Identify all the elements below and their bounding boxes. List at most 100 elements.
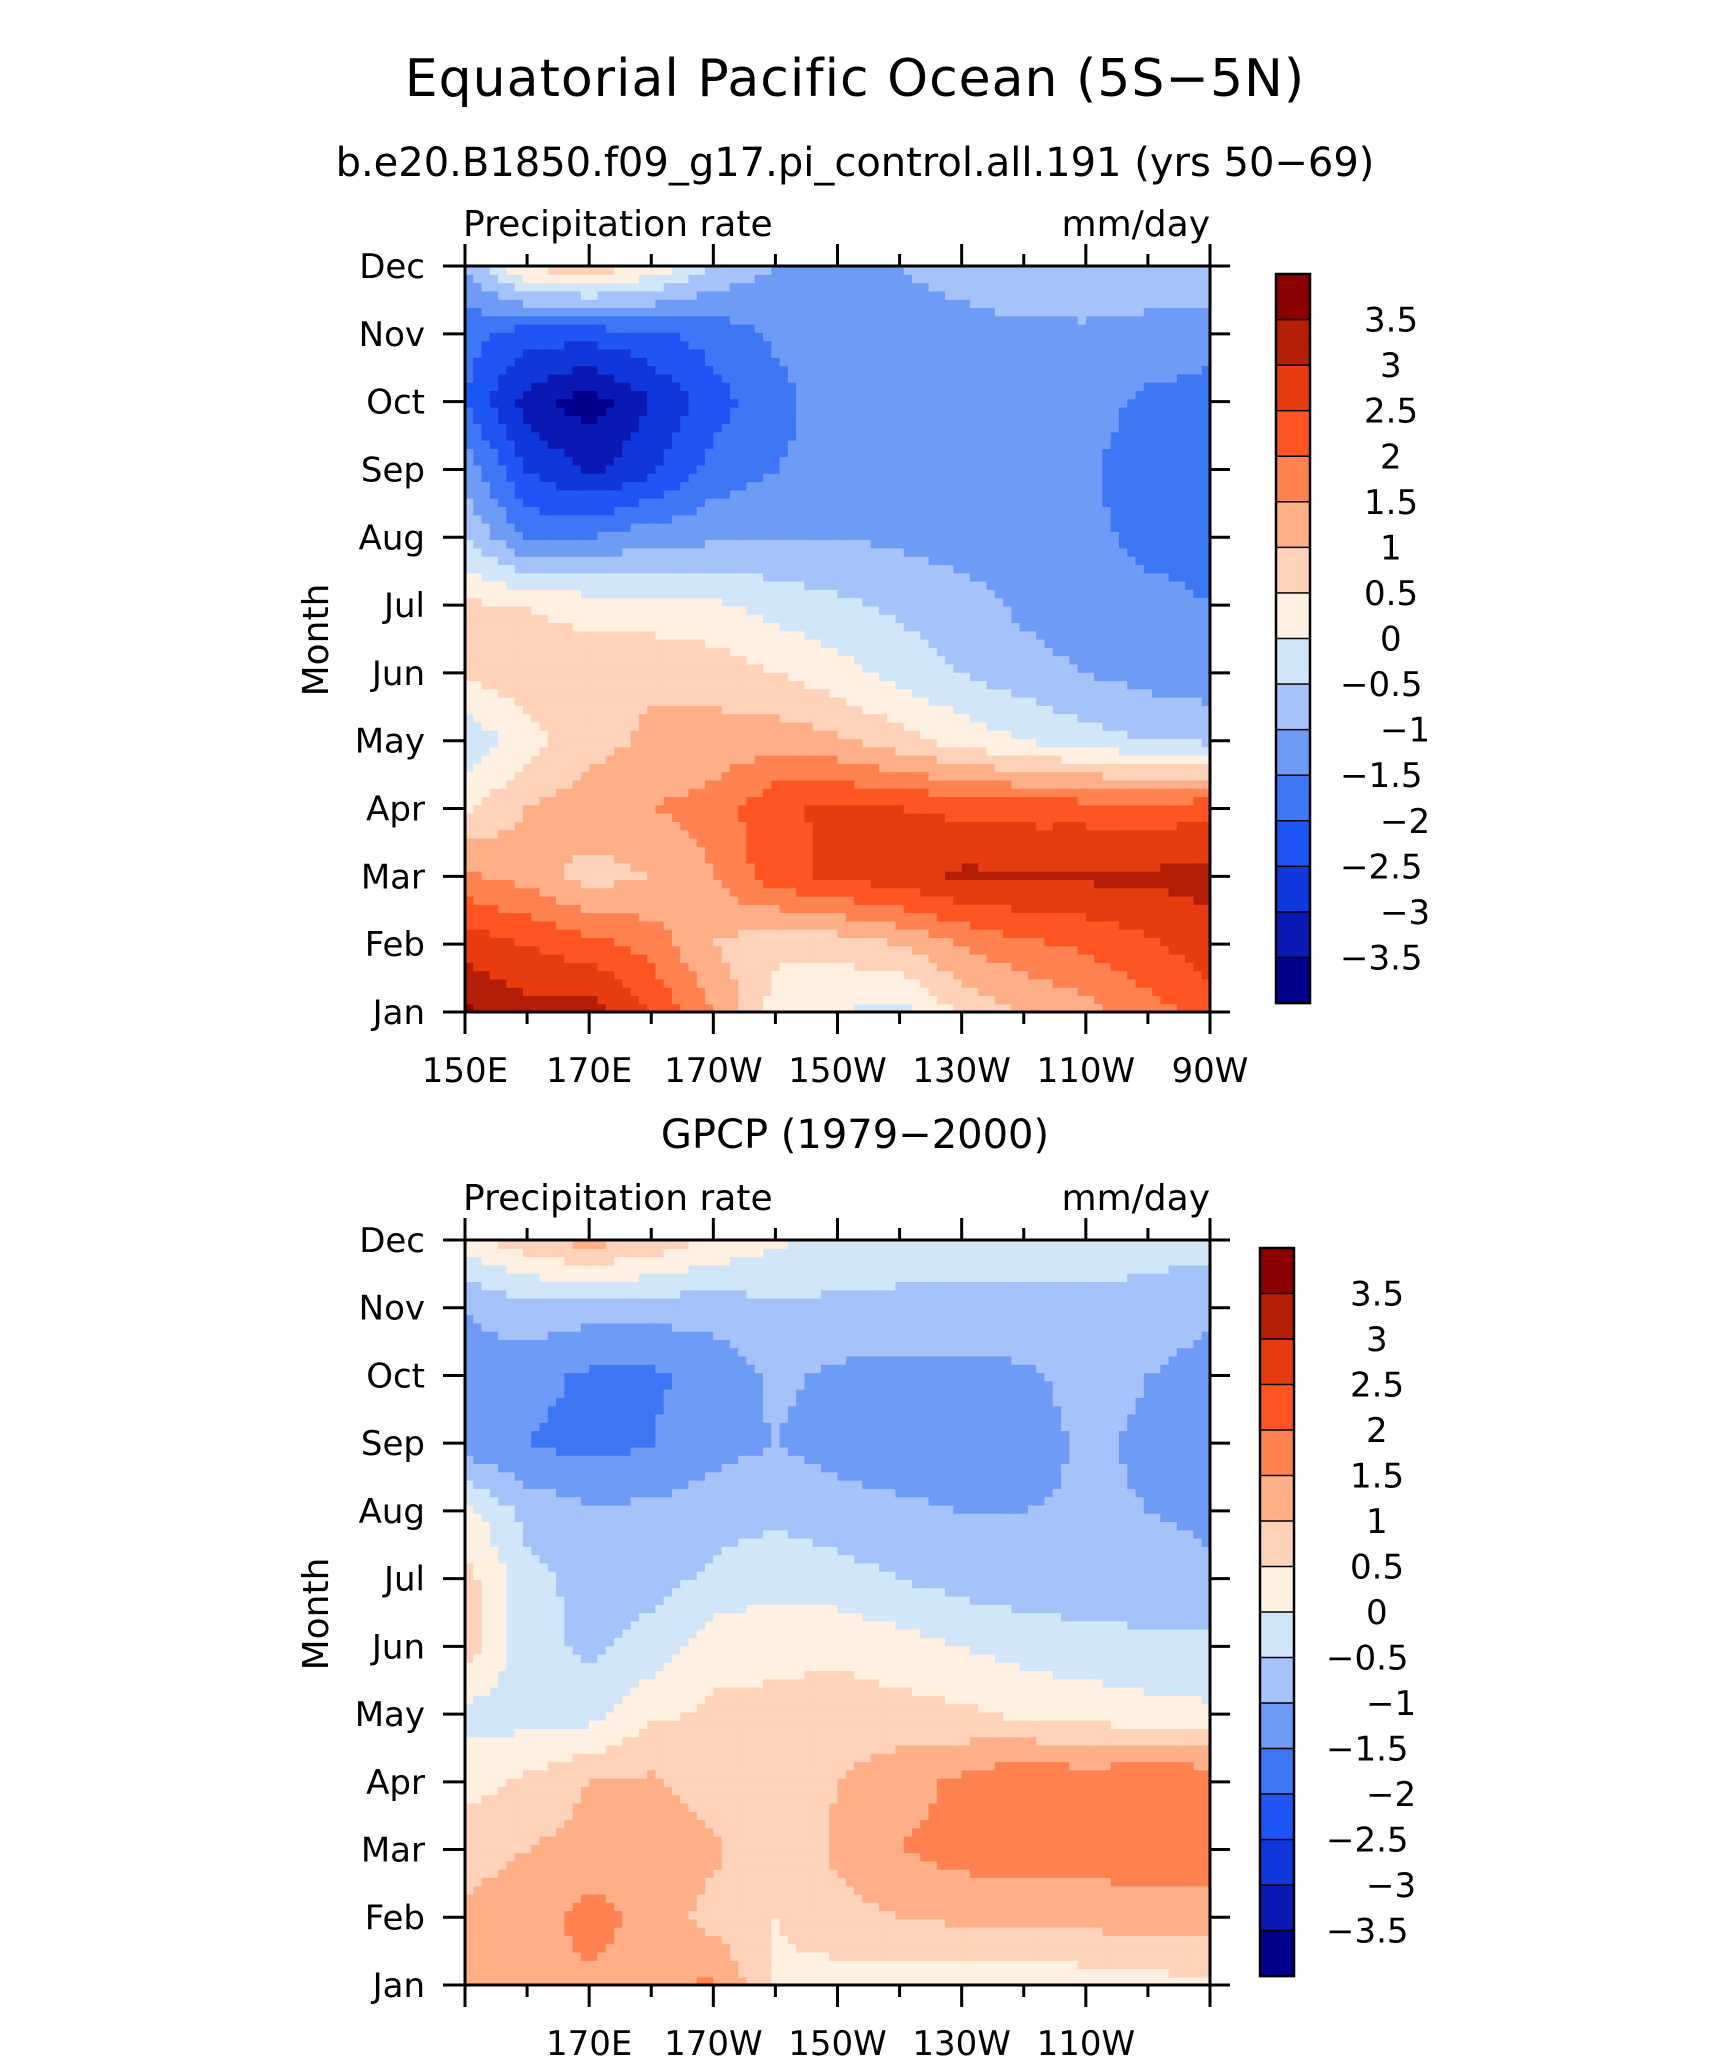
contour-cell xyxy=(754,779,764,789)
contour-cell xyxy=(854,730,863,740)
contour-cell xyxy=(1003,755,1012,764)
contour-cell xyxy=(556,987,565,997)
contour-cell xyxy=(1077,1003,1087,1013)
contour-cell xyxy=(1176,912,1186,922)
contour-cell xyxy=(564,763,574,773)
contour-cell xyxy=(473,597,483,607)
contour-cell xyxy=(473,680,483,690)
contour-cell xyxy=(1019,738,1029,748)
contour-cell xyxy=(845,688,855,698)
contour-cell xyxy=(928,572,938,582)
contour-cell xyxy=(696,846,706,856)
contour-cell xyxy=(796,962,805,972)
contour-cell xyxy=(556,746,565,756)
contour-cell xyxy=(945,871,954,880)
contour-cell xyxy=(829,837,839,847)
contour-cell xyxy=(920,945,930,955)
contour-cell xyxy=(556,547,565,557)
contour-cell xyxy=(1135,705,1145,715)
contour-cell xyxy=(804,697,814,706)
contour-cell xyxy=(1085,755,1095,764)
contour-cell xyxy=(498,887,507,897)
contour-cell xyxy=(663,937,673,947)
contour-cell xyxy=(1069,572,1079,582)
contour-cell xyxy=(920,614,930,624)
contour-cell xyxy=(1085,605,1095,615)
contour-cell xyxy=(498,721,507,731)
contour-cell xyxy=(763,630,772,640)
contour-cell xyxy=(1003,564,1012,574)
contour-cell xyxy=(787,871,797,880)
contour-cell xyxy=(1127,804,1137,814)
contour-cell xyxy=(721,887,731,897)
contour-cell xyxy=(920,813,930,822)
contour-cell xyxy=(514,920,524,930)
contour-cell xyxy=(887,887,897,897)
contour-cell xyxy=(465,639,474,648)
contour-cell xyxy=(498,564,507,574)
contour-cell xyxy=(671,962,681,972)
contour-cell xyxy=(589,589,599,599)
contour-cell xyxy=(696,887,706,897)
contour-cell xyxy=(936,937,946,947)
contour-cell xyxy=(994,871,1004,880)
contour-cell xyxy=(498,705,507,715)
contour-cell xyxy=(514,804,524,814)
contour-cell xyxy=(961,705,971,715)
contour-cell xyxy=(473,663,483,673)
contour-cell xyxy=(796,622,805,632)
contour-cell xyxy=(671,556,681,565)
contour-cell xyxy=(713,614,723,624)
contour-cell xyxy=(1201,1003,1211,1013)
contour-cell xyxy=(647,937,656,947)
contour-cell xyxy=(870,580,880,590)
contour-cell xyxy=(986,755,996,764)
contour-cell xyxy=(721,564,731,574)
contour-cell xyxy=(804,788,814,798)
contour-cell xyxy=(705,837,714,847)
contour-cell xyxy=(754,962,764,972)
contour-cell xyxy=(605,556,615,565)
contour-cell xyxy=(870,564,880,574)
contour-cell xyxy=(903,721,913,731)
contour-cell xyxy=(1019,713,1029,723)
contour-cell xyxy=(614,580,623,590)
contour-cell xyxy=(1110,755,1120,764)
contour-cell xyxy=(655,970,665,980)
contour-cell xyxy=(688,755,698,764)
contour-cell xyxy=(729,821,739,831)
contour-cell xyxy=(837,821,847,831)
contour-cell xyxy=(655,614,665,624)
contour-cell xyxy=(738,755,748,764)
contour-cell xyxy=(589,945,599,955)
contour-cell xyxy=(614,953,623,963)
contour-cell xyxy=(630,837,640,847)
contour-cell xyxy=(854,630,863,640)
contour-cell xyxy=(638,605,648,615)
contour-cell xyxy=(605,705,615,715)
contour-cell xyxy=(1027,663,1037,673)
contour-cell xyxy=(771,862,781,872)
contour-cell xyxy=(630,804,640,814)
contour-cell xyxy=(862,672,872,682)
contour-cell xyxy=(465,697,474,706)
contour-cell xyxy=(738,895,748,905)
contour-cell xyxy=(614,556,623,565)
contour-cell xyxy=(903,647,913,657)
contour-cell xyxy=(1102,862,1112,872)
contour-cell xyxy=(622,879,632,889)
contour-cell xyxy=(1110,580,1120,590)
contour-cell xyxy=(887,713,897,723)
contour-cell xyxy=(481,804,491,814)
contour-cell xyxy=(903,746,913,756)
contour-cell xyxy=(854,763,863,773)
contour-cell xyxy=(506,688,516,698)
contour-cell xyxy=(729,589,739,599)
contour-cell xyxy=(721,796,731,806)
contour-cell xyxy=(812,614,822,624)
contour-cell xyxy=(729,912,739,922)
contour-cell xyxy=(804,987,814,997)
contour-cell xyxy=(936,721,946,731)
contour-cell xyxy=(1085,829,1095,839)
contour-cell xyxy=(580,895,590,905)
